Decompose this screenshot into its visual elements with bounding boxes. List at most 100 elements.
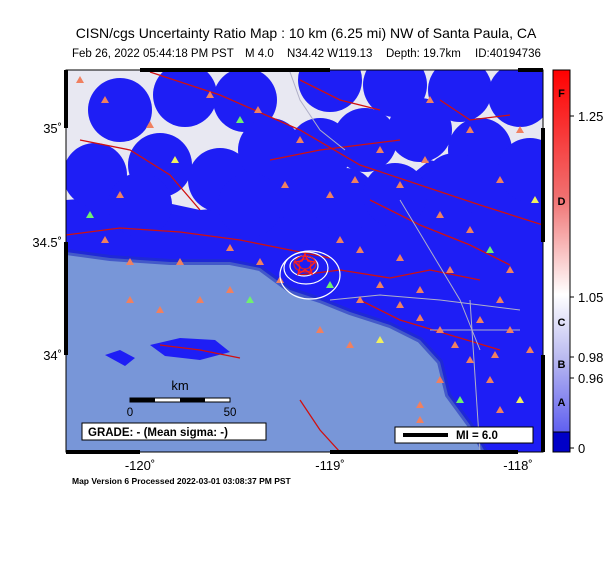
station: [336, 236, 344, 243]
lon-label: -120˚: [125, 458, 155, 473]
station: [86, 211, 94, 218]
coverage-blob: [423, 153, 487, 217]
station: [326, 281, 334, 288]
station: [496, 176, 504, 183]
station: [416, 416, 424, 423]
station: [316, 326, 324, 333]
islands: [105, 338, 230, 366]
station: [396, 254, 404, 261]
station: [496, 296, 504, 303]
station: [396, 181, 404, 188]
grade-label: F: [558, 88, 565, 100]
grade-text: GRADE: - (Mean sigma: -): [88, 427, 228, 439]
longitude-labels: -120˚ -119˚ -118˚: [125, 458, 533, 473]
station: [351, 176, 359, 183]
station: [101, 236, 109, 243]
ratio-label: 0.96: [578, 371, 603, 386]
station: [436, 376, 444, 383]
station: [466, 226, 474, 233]
coverage-blob: [333, 108, 397, 172]
station: [516, 396, 524, 403]
station: [146, 121, 154, 128]
station: [254, 106, 262, 113]
frame-ticks: [64, 68, 545, 454]
coverage-blob: [388, 98, 452, 162]
station: [226, 244, 234, 251]
footer: Map Version 6 Processed 2022-03-01 03:08…: [72, 476, 292, 486]
station: [236, 116, 244, 123]
grade-label: B: [558, 359, 566, 371]
station: [446, 266, 454, 273]
station: [156, 306, 164, 313]
epicenter-contours: [293, 255, 317, 273]
event-magnitude: M 4.0: [245, 48, 274, 60]
event-date: Feb 26, 2022 05:44:18 PM PST: [72, 48, 234, 60]
contours: [279, 250, 341, 300]
station: [416, 286, 424, 293]
mi-legend-text: MI = 6.0: [456, 430, 498, 442]
station: [256, 258, 264, 265]
station: [486, 376, 494, 383]
station: [526, 346, 534, 353]
station: [531, 196, 539, 203]
coverage-blob: [363, 163, 427, 227]
coverage-blob: [88, 78, 152, 142]
coverage-blob: [488, 70, 543, 127]
station: [76, 76, 84, 83]
ratio-label: 1.05: [578, 290, 603, 305]
latitude-labels: 35˚ 34.5˚ 34˚: [32, 121, 62, 363]
event-depth: Depth: 19.7km: [386, 48, 461, 60]
mi-legend-box: [394, 426, 534, 444]
scale-bar-seg: [130, 398, 155, 402]
scale-bar-seg: [180, 398, 205, 402]
station: [436, 211, 444, 218]
lat-label: 34˚: [43, 348, 62, 363]
station: [356, 246, 364, 253]
lat-label: 35˚: [43, 121, 62, 136]
coverage-blob: [153, 70, 217, 127]
station: [101, 96, 109, 103]
colorbar: F D C B A 1.25 1.05 0.98 0.96 0: [552, 69, 603, 456]
station: [476, 316, 484, 323]
station: [456, 396, 464, 403]
station: [416, 314, 424, 321]
station: [176, 258, 184, 265]
grade-box: [81, 422, 267, 441]
lon-label: -119˚: [315, 458, 344, 473]
lat-label: 34.5˚: [32, 235, 62, 250]
station: [326, 191, 334, 198]
colorbar-bottom-label: 0: [578, 441, 585, 456]
grade-label: D: [558, 196, 566, 208]
scale-start: 0: [127, 407, 133, 419]
ratio-label: 0.98: [578, 350, 603, 365]
station: [416, 401, 424, 408]
coverage-blob: [498, 138, 543, 202]
station: [436, 326, 444, 333]
scale-end: 50: [224, 407, 237, 419]
station: [246, 296, 254, 303]
station: [356, 296, 364, 303]
stations: [76, 76, 539, 443]
colorbar-ratios: 1.25 1.05 0.98 0.96: [570, 109, 603, 386]
event-location: N34.42 W119.13: [287, 48, 372, 60]
station: [451, 341, 459, 348]
station: [206, 91, 214, 98]
event-id: ID:40194736: [475, 48, 541, 60]
station: [126, 258, 134, 265]
station: [491, 351, 499, 358]
coverage-blob: [268, 158, 332, 222]
colorbar-zero: [552, 431, 571, 453]
station: [281, 181, 289, 188]
station: [171, 156, 179, 163]
station: [466, 126, 474, 133]
station: [516, 126, 524, 133]
station: [196, 296, 204, 303]
station: [466, 356, 474, 363]
ratio-label: 1.25: [578, 109, 603, 124]
station: [376, 336, 384, 343]
subtitle: Feb 26, 2022 05:44:18 PM PST M 4.0 N34.4…: [72, 48, 541, 60]
faults: [66, 71, 543, 452]
station: [376, 281, 384, 288]
coverage-blob: [108, 173, 172, 237]
